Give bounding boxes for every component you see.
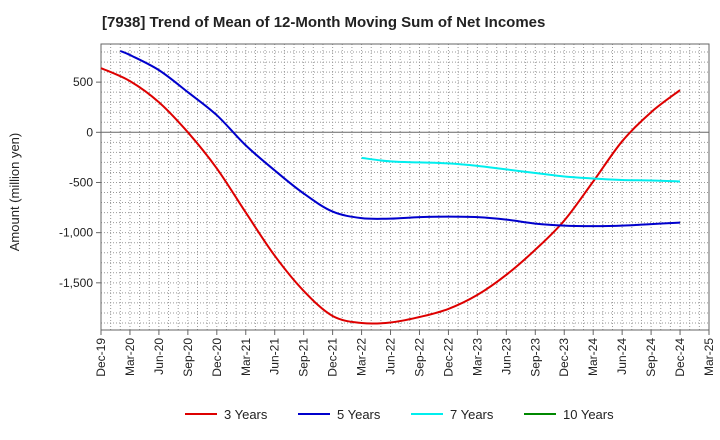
x-tick-label: Mar-21 bbox=[239, 338, 253, 376]
x-tick-label: Sep-23 bbox=[528, 338, 542, 377]
legend: 3 Years 5 Years 7 Years 10 Years bbox=[185, 407, 614, 422]
y-tick-label: -500 bbox=[69, 175, 93, 189]
x-tick-label: Sep-24 bbox=[644, 338, 658, 377]
x-tick-label: Dec-20 bbox=[210, 338, 224, 377]
plot-background bbox=[101, 44, 709, 330]
y-tick-label: 0 bbox=[86, 125, 93, 139]
series-line-3-years bbox=[100, 67, 681, 325]
x-tick-label: Sep-22 bbox=[412, 338, 426, 377]
x-tick-label: Sep-20 bbox=[181, 338, 195, 377]
x-tick-label: Jun-22 bbox=[384, 338, 398, 375]
x-tick-label: Dec-22 bbox=[441, 338, 455, 377]
legend-label: 3 Years bbox=[224, 407, 268, 422]
tick-labels: 500 0 -500 -1,000 -1,500 Dec-19 Mar-20 Jun-20 Se… bbox=[7, 75, 716, 377]
series-line-7-years bbox=[361, 156, 681, 183]
x-tick-label: Dec-23 bbox=[557, 338, 571, 377]
x-tick-label: Jun-23 bbox=[499, 338, 513, 375]
y-tick-label: -1,000 bbox=[59, 226, 93, 240]
x-tick-label: Mar-24 bbox=[586, 338, 600, 376]
x-tick-label: Dec-19 bbox=[94, 338, 108, 377]
x-tick-label: Mar-23 bbox=[470, 338, 484, 376]
x-tick-label: Jun-24 bbox=[615, 338, 629, 375]
legend-label: 5 Years bbox=[337, 407, 381, 422]
y-tick-label: 500 bbox=[73, 75, 93, 89]
plot-area bbox=[101, 44, 709, 330]
axes bbox=[96, 43, 710, 335]
x-tick-label: Dec-24 bbox=[673, 338, 687, 377]
x-tick-label: Jun-21 bbox=[268, 338, 282, 375]
plot-border bbox=[100, 43, 710, 331]
x-tick-label: Dec-21 bbox=[326, 338, 340, 377]
series-line-5-years bbox=[119, 50, 681, 228]
chart-title: [7938] Trend of Mean of 12-Month Moving … bbox=[102, 14, 546, 31]
x-tick-label: Mar-22 bbox=[355, 338, 369, 376]
series-lines bbox=[100, 50, 681, 325]
grid-lines bbox=[101, 44, 709, 330]
y-tick-label: -1,500 bbox=[59, 276, 93, 290]
x-tick-label: Mar-25 bbox=[702, 338, 716, 376]
x-tick-label: Mar-20 bbox=[123, 338, 137, 376]
y-axis-title: Amount (million yen) bbox=[7, 133, 22, 252]
x-tick-label: Sep-21 bbox=[297, 338, 311, 377]
legend-label: 7 Years bbox=[450, 407, 494, 422]
x-tick-label: Jun-20 bbox=[152, 338, 166, 375]
legend-label: 10 Years bbox=[563, 407, 614, 422]
